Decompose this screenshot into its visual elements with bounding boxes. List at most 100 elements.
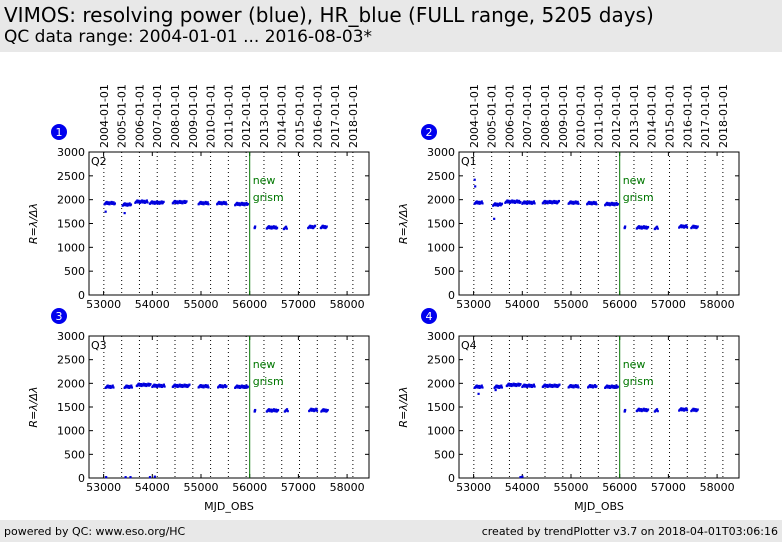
data-point [173, 383, 177, 386]
data-point [590, 201, 593, 204]
data-point [178, 383, 181, 386]
panel-number-label: 3 [56, 310, 63, 323]
data-point [153, 475, 156, 478]
data-point [272, 408, 275, 411]
x-tick-label: 53000 [456, 298, 491, 311]
y-tick-label: 0 [448, 289, 455, 302]
data-point [125, 202, 128, 205]
data-point [222, 200, 225, 204]
page-title: VIMOS: resolving power (blue), HR_blue (… [4, 3, 654, 27]
data-point [108, 384, 112, 388]
data-point [591, 384, 594, 387]
data-point [682, 407, 685, 410]
data-point [533, 202, 536, 205]
data-point [285, 408, 289, 411]
data-point [207, 386, 210, 389]
data-point [550, 383, 553, 387]
top-date-label: 2004-01-01 [468, 84, 481, 148]
data-point [644, 225, 648, 228]
data-point [517, 199, 521, 203]
data-point [521, 475, 524, 478]
footer-credit: powered by QC: www.eso.org/HC [4, 525, 186, 538]
data-point [313, 224, 317, 227]
top-date-label: 2016-01-01 [311, 84, 324, 148]
data-point [110, 200, 113, 204]
data-point [624, 225, 627, 228]
data-point [508, 199, 511, 203]
data-point [477, 384, 481, 388]
data-point [139, 382, 143, 386]
data-point [123, 202, 126, 205]
top-date-label: 2017-01-01 [329, 84, 342, 148]
top-date-label: 2015-01-01 [294, 84, 307, 148]
data-point [569, 384, 572, 387]
data-point [148, 476, 152, 479]
data-point [646, 225, 650, 229]
data-point [594, 201, 597, 204]
data-point [225, 203, 228, 206]
data-point [576, 384, 579, 387]
y-tick-label: 1500 [57, 218, 85, 231]
data-point [175, 383, 179, 387]
data-point [545, 383, 549, 387]
data-point [201, 201, 204, 204]
data-point [610, 384, 613, 387]
x-axis-label: MJD_OBS [204, 500, 254, 513]
y-tick-label: 2500 [57, 354, 85, 367]
data-point [141, 199, 144, 202]
y-tick-label: 1500 [57, 401, 85, 414]
top-date-label: 2014-01-01 [276, 84, 289, 148]
data-point [569, 200, 572, 203]
data-point [558, 383, 561, 386]
data-point [692, 224, 695, 227]
x-tick-label: 58000 [330, 298, 365, 311]
data-point [646, 408, 650, 411]
data-point [285, 227, 288, 230]
x-tick-label: 58000 [700, 298, 735, 311]
data-point [185, 200, 188, 203]
y-tick-label: 1500 [427, 218, 455, 231]
event-annotation: grism [253, 375, 284, 388]
data-point [481, 202, 484, 205]
y-tick-label: 500 [64, 265, 85, 278]
data-point [532, 200, 536, 203]
data-point [495, 384, 498, 387]
data-point [267, 225, 270, 228]
event-annotation: new [623, 174, 646, 187]
data-point [692, 407, 695, 410]
data-point [158, 383, 161, 386]
data-point [612, 202, 615, 205]
data-point [655, 408, 659, 411]
data-point [543, 383, 547, 386]
quadrant-label: Q4 [461, 339, 477, 352]
data-point [254, 225, 257, 228]
data-point [589, 384, 592, 387]
data-point [548, 383, 551, 386]
data-point [105, 200, 108, 204]
data-point [163, 385, 166, 388]
data-point [145, 199, 148, 202]
data-point [616, 385, 619, 388]
data-point [127, 384, 130, 388]
data-point [637, 225, 641, 228]
data-point [615, 201, 618, 205]
data-point [656, 227, 659, 230]
data-point [162, 200, 165, 203]
chart-panel-1: 53000 54000 55000 56000 57000 58000 0 500 1000 15… [27, 84, 370, 311]
data-point [199, 200, 202, 204]
data-point [473, 178, 476, 181]
data-point [577, 202, 580, 205]
y-tick-label: 2500 [427, 170, 455, 183]
data-point [576, 200, 579, 203]
top-date-label: 2008-01-01 [169, 84, 182, 148]
x-tick-label: 53000 [86, 481, 121, 494]
data-point [112, 201, 115, 204]
x-tick-label: 53000 [456, 481, 491, 494]
y-tick-label: 2000 [57, 194, 85, 207]
y-tick-label: 2500 [427, 354, 455, 367]
data-point [155, 383, 158, 387]
data-point [143, 199, 146, 203]
y-tick-label: 2000 [427, 194, 455, 207]
data-point [275, 226, 279, 229]
data-point [105, 476, 108, 479]
